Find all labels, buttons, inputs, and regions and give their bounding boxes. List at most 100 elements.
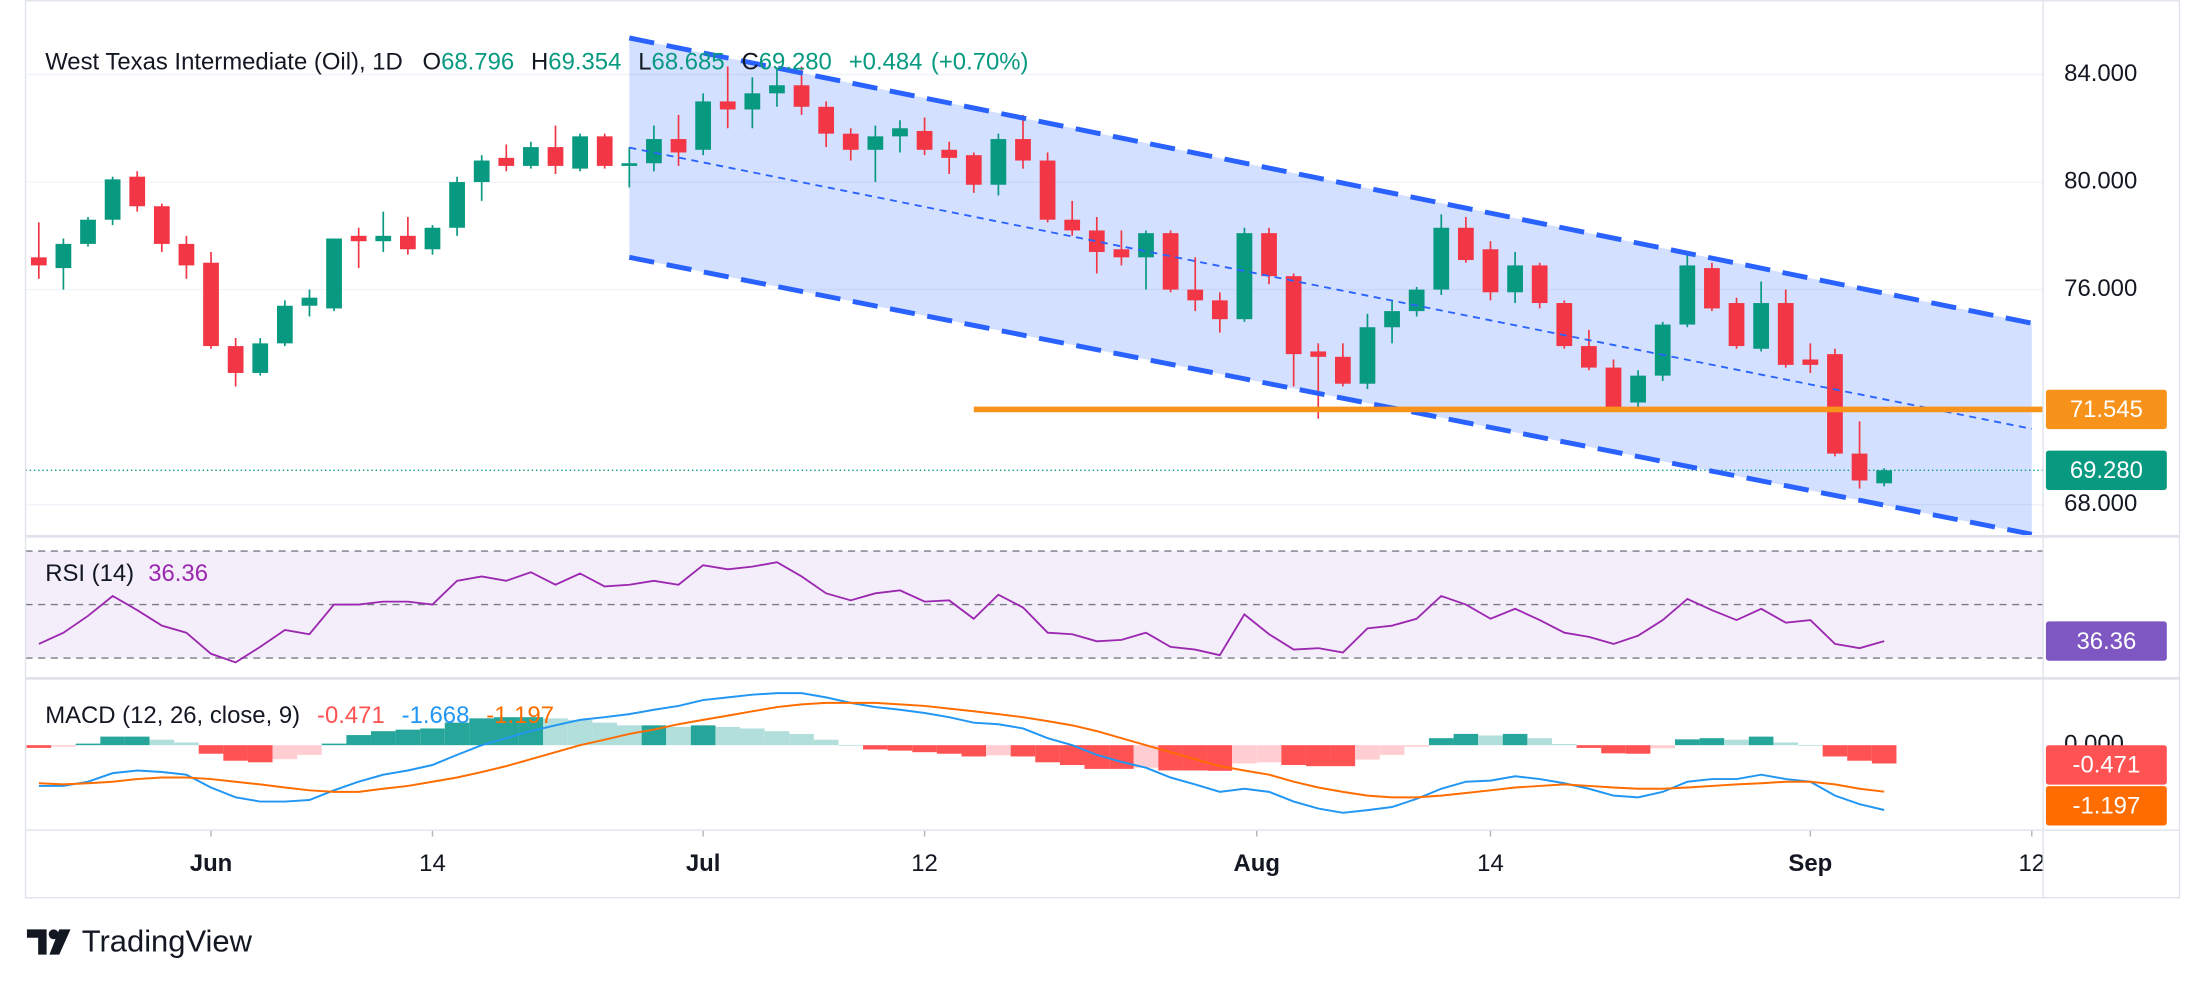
- ohlc-value: 69.354: [548, 49, 621, 76]
- macd-histogram-bar: [617, 725, 642, 746]
- macd-hist-label-box: [2045, 745, 2167, 785]
- candle-body: [276, 305, 293, 344]
- logo-mark: [49, 929, 71, 955]
- candle-body: [1285, 276, 1302, 355]
- macd-histogram-bar: [1232, 745, 1257, 764]
- macd-histogram-bar: [1010, 745, 1036, 757]
- macd-histogram-bar: [1453, 733, 1479, 746]
- candle-body: [55, 243, 72, 269]
- candle-body: [498, 157, 515, 166]
- candle-body: [670, 139, 687, 153]
- macd-histogram-bar: [1035, 745, 1060, 763]
- change: +0.484: [849, 49, 923, 76]
- macd-histogram-bar: [1478, 735, 1503, 746]
- candle-body: [1138, 233, 1154, 258]
- macd-histogram-bar: [198, 745, 224, 754]
- macd-histogram-bar: [100, 736, 125, 746]
- front-layer: 68.000 76.000 80.000 84.000 Jun 14 Jul 12 Aug 14 S…: [45, 35, 2167, 877]
- macd-histogram-bar: [1502, 733, 1528, 746]
- candle-body: [1211, 300, 1228, 320]
- candle-body: [1162, 233, 1179, 290]
- x-tick-label: Aug: [1234, 850, 1280, 877]
- macd-histogram-bar: [1576, 745, 1602, 748]
- macd-histogram-bar: [346, 735, 371, 746]
- macd-histogram-bar: [26, 745, 52, 748]
- candle-body: [1261, 233, 1277, 277]
- macd-histogram-bar: [1133, 745, 1159, 768]
- x-tick-label: Jul: [686, 850, 721, 877]
- macd-hist-value: -0.471: [317, 702, 385, 729]
- macd-histogram-bar: [986, 745, 1011, 756]
- macd-histogram-bar: [961, 745, 987, 757]
- macd-histogram-bar: [1675, 739, 1700, 746]
- macd-header: MACD (12, 26, close, 9) -0.471 -1.668 -1.19…: [45, 702, 554, 729]
- candle-body: [818, 106, 835, 134]
- candle-body: [867, 136, 884, 150]
- macd-histogram-bar: [1355, 745, 1380, 760]
- ohlc-value: 68.796: [441, 49, 514, 76]
- macd-histogram-bar: [1650, 745, 1676, 749]
- change-percent: (+0.70%): [931, 49, 1029, 76]
- macd-histogram-bar: [1527, 738, 1552, 746]
- x-tick-label: 14: [1477, 850, 1504, 877]
- candle-body: [1654, 324, 1671, 376]
- candle-body: [1876, 470, 1893, 484]
- candle-body: [1359, 327, 1376, 384]
- rsi-label-text: 36.36: [2076, 628, 2136, 655]
- candle-body: [547, 147, 564, 166]
- candle-body: [793, 85, 810, 107]
- macd-histogram-bar: [1404, 745, 1429, 747]
- macd-histogram-bar: [1699, 738, 1725, 746]
- macd-histogram-bar: [764, 731, 790, 746]
- macd-histogram-bar: [420, 728, 445, 746]
- candle-body: [1679, 265, 1696, 325]
- macd-signal-label-text: -1.197: [2072, 792, 2140, 819]
- macd-histogram-bar: [1822, 745, 1848, 757]
- last-price-label-box: [2045, 450, 2167, 490]
- candle-body: [80, 219, 96, 244]
- macd-histogram-bar: [149, 739, 175, 746]
- candle-body: [1408, 289, 1425, 312]
- signal-line: [38, 701, 1885, 799]
- x-tick-label: 14: [419, 850, 446, 877]
- x-tick-label: 12: [911, 850, 938, 877]
- candle-body: [1704, 268, 1720, 309]
- logo-dot: [48, 929, 59, 940]
- candle-body: [1064, 219, 1081, 231]
- y-tick-label: 80.000: [2064, 167, 2137, 194]
- macd-histogram-bar: [1059, 745, 1085, 765]
- candle-body: [104, 179, 121, 220]
- macd-histogram-bar: [838, 745, 864, 746]
- ohlc-label: C: [742, 49, 759, 76]
- macd-histogram-bar: [887, 745, 913, 751]
- macd-hist-label-text: -0.471: [2072, 752, 2140, 779]
- support-label-text: 71.545: [2070, 396, 2143, 423]
- candle-body: [695, 101, 712, 150]
- macd-histogram-bar: [1551, 744, 1577, 746]
- candle-body: [424, 227, 441, 250]
- candle-body: [842, 133, 859, 150]
- candle-body: [178, 243, 195, 266]
- candle-body: [1384, 311, 1400, 328]
- macd-histogram-bar: [1256, 745, 1282, 763]
- chart-title: West Texas Intermediate (Oil), 1D: [45, 49, 403, 76]
- x-tick-label: Jun: [190, 850, 232, 877]
- candle-body: [1802, 359, 1819, 365]
- candle-body: [941, 149, 958, 158]
- candle-body: [203, 262, 219, 347]
- macd-histogram-bar: [740, 728, 765, 746]
- macd-histogram-bar: [789, 733, 814, 746]
- main-layer: [26, 66, 1897, 814]
- ohlc-label: O: [422, 49, 441, 76]
- candle-body: [892, 128, 908, 137]
- macd-histogram-bar: [1109, 745, 1134, 769]
- macd-histogram-bar: [1798, 745, 1823, 746]
- macd-histogram-bar: [1428, 738, 1454, 746]
- candle-body: [252, 343, 269, 373]
- candle-body: [449, 182, 465, 228]
- candle-body: [1851, 453, 1868, 481]
- macd-title: MACD (12, 26, close, 9): [45, 702, 300, 729]
- macd-histogram-bar: [1748, 736, 1774, 746]
